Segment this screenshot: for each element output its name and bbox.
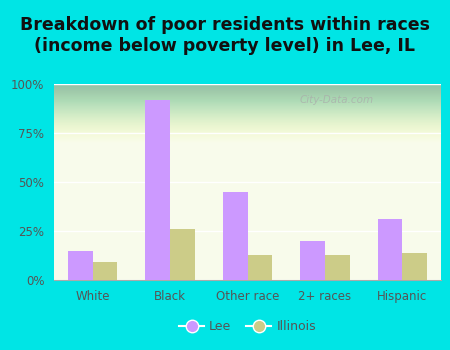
Bar (68, 251, 93, 280)
Bar (300, 241, 325, 280)
Bar (223, 192, 248, 280)
Bar (93, 262, 117, 280)
Bar (378, 219, 402, 280)
Bar (145, 100, 170, 280)
Text: Breakdown of poor residents within races
(income below poverty level) in Lee, IL: Breakdown of poor residents within races… (20, 16, 430, 55)
Bar (248, 254, 272, 280)
Bar (325, 254, 350, 280)
Bar (402, 253, 427, 280)
Text: City-Data.com: City-Data.com (299, 95, 374, 105)
Legend: Lee, Illinois: Lee, Illinois (174, 315, 321, 338)
Bar (170, 229, 195, 280)
